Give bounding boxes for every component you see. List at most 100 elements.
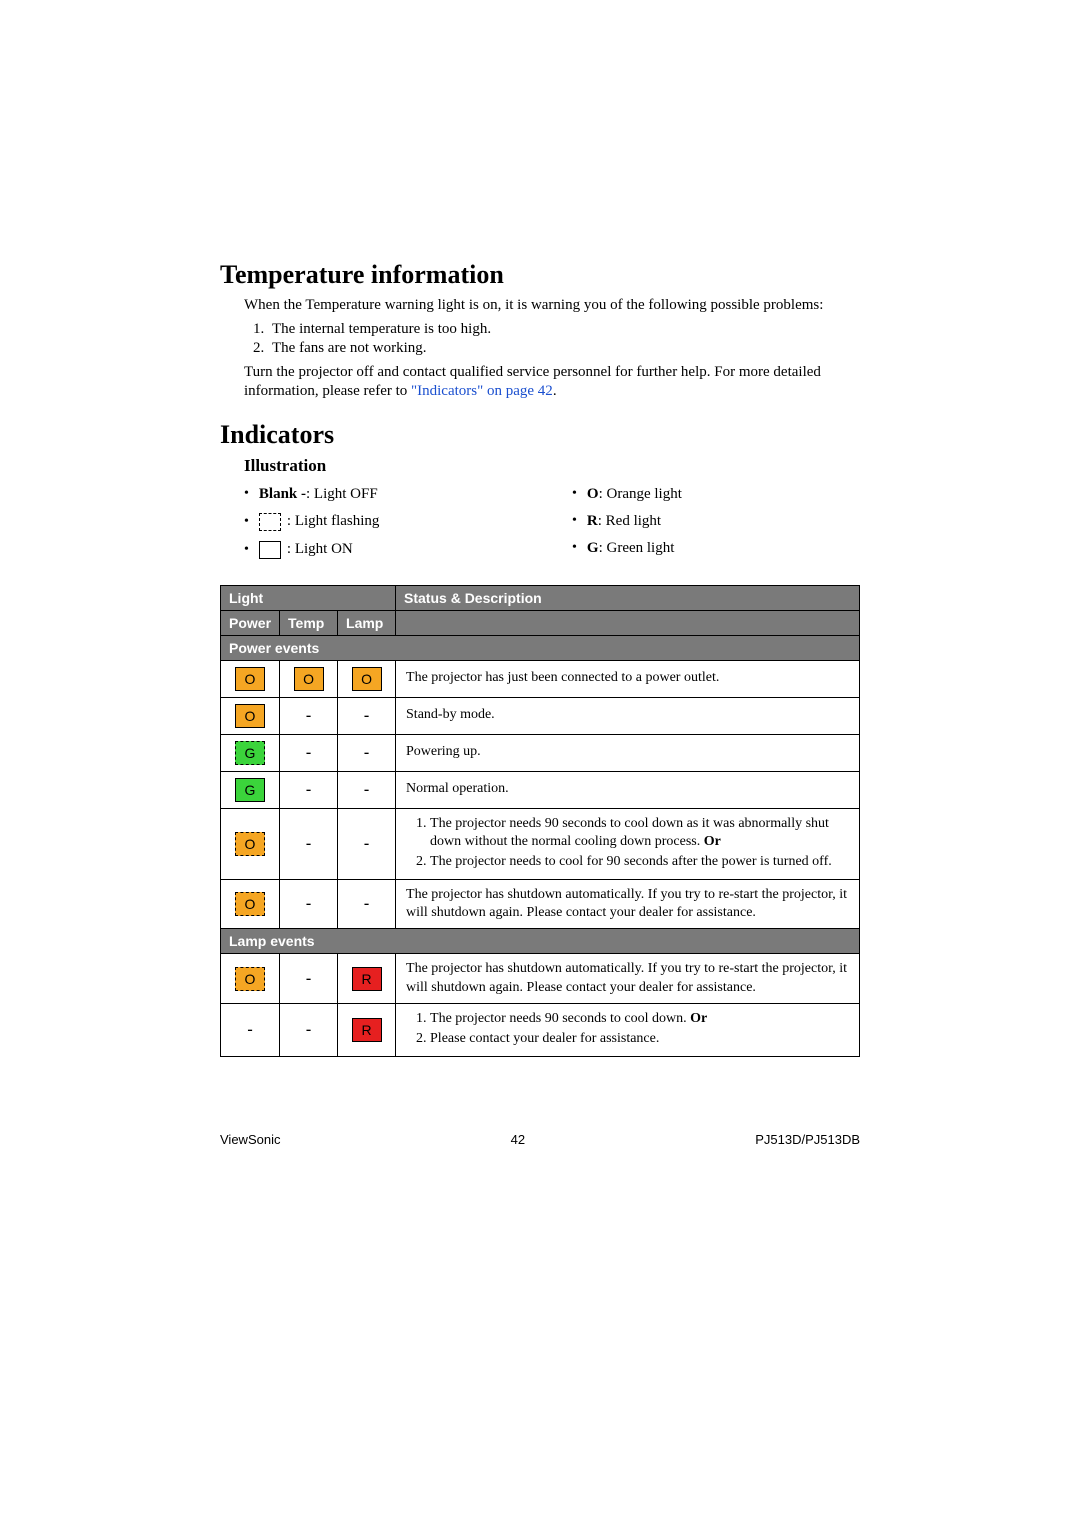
- temp-problem-list: The internal temperature is too high. Th…: [268, 320, 860, 359]
- cell-desc: The projector has shutdown automatically…: [396, 880, 860, 929]
- temp-after: Turn the projector off and contact quali…: [244, 363, 860, 402]
- indicators-link[interactable]: "Indicators" on page 42: [411, 383, 553, 399]
- cell-lamp: O: [338, 660, 396, 697]
- desc-text: Normal operation.: [406, 781, 509, 796]
- heading-indicators: Indicators: [220, 420, 860, 450]
- legend-blank: • Blank -: Light OFF: [244, 486, 532, 503]
- cell-desc: The projector has shutdown automatically…: [396, 954, 860, 1003]
- led-orange: O: [235, 704, 265, 728]
- dash-icon: -: [306, 970, 311, 987]
- list-item: The internal temperature is too high.: [268, 320, 860, 340]
- desc-text: Stand-by mode.: [406, 707, 495, 722]
- led-orange: O: [235, 967, 265, 991]
- table-row: O - R The projector has shutdown automatica…: [221, 954, 860, 1003]
- legend-red: • R: Red light: [572, 513, 860, 530]
- led-green: G: [235, 778, 265, 802]
- cell-power: G: [221, 734, 280, 771]
- table-row: - - R The projector needs 90 seconds to coo…: [221, 1003, 860, 1056]
- desc-text: The projector has shutdown automatically…: [406, 961, 847, 994]
- dash-icon: -: [306, 781, 311, 798]
- led-orange: O: [352, 667, 382, 691]
- legend-right-col: • O: Orange light • R: Red light • G: Gr…: [572, 486, 860, 569]
- list-item: The projector needs 90 seconds to cool d…: [430, 815, 849, 851]
- cell-lamp: R: [338, 1003, 396, 1056]
- led-green: G: [235, 741, 265, 765]
- cell-power: -: [221, 1003, 280, 1056]
- dash-icon: -: [306, 707, 311, 724]
- cell-lamp: -: [338, 880, 396, 929]
- cell-power: O: [221, 660, 280, 697]
- cell-lamp: -: [338, 697, 396, 734]
- th-lamp: Lamp: [338, 610, 396, 635]
- cell-desc: Stand-by mode.: [396, 697, 860, 734]
- table-row: O - - The projector needs 90 seconds to coo…: [221, 808, 860, 880]
- cell-temp: -: [280, 808, 338, 880]
- cell-lamp: -: [338, 771, 396, 808]
- cell-desc: Powering up.: [396, 734, 860, 771]
- cell-desc: The projector needs 90 seconds to cool d…: [396, 1003, 860, 1056]
- desc-text: The projector has shutdown automatically…: [406, 887, 847, 920]
- desc-list: The projector needs 90 seconds to cool d…: [430, 815, 849, 872]
- cell-lamp: -: [338, 808, 396, 880]
- dash-icon: -: [247, 1021, 252, 1038]
- section-power-events: Power events: [221, 635, 860, 660]
- heading-temperature: Temperature information: [220, 260, 860, 290]
- solid-box-icon: [259, 541, 281, 559]
- list-item: Please contact your dealer for assistanc…: [430, 1030, 849, 1048]
- cell-temp: -: [280, 734, 338, 771]
- th-power: Power: [221, 610, 280, 635]
- table-row: OOOThe projector has just been connected…: [221, 660, 860, 697]
- cell-desc: The projector has just been connected to…: [396, 660, 860, 697]
- legend-flashing: • : Light flashing: [244, 513, 532, 531]
- legend: • Blank -: Light OFF • : Light flashing …: [244, 486, 860, 569]
- illustration-heading: Illustration: [244, 456, 860, 476]
- footer-center: 42: [511, 1132, 525, 1147]
- temp-intro: When the Temperature warning light is on…: [244, 296, 860, 316]
- dash-icon: -: [364, 835, 369, 852]
- dash-icon: -: [364, 707, 369, 724]
- dash-icon: -: [364, 895, 369, 912]
- dash-icon: -: [364, 781, 369, 798]
- cell-temp: -: [280, 697, 338, 734]
- list-item: The projector needs to cool for 90 secon…: [430, 853, 849, 871]
- cell-temp: -: [280, 880, 338, 929]
- legend-orange: • O: Orange light: [572, 486, 860, 503]
- cell-temp: -: [280, 1003, 338, 1056]
- cell-lamp: R: [338, 954, 396, 1003]
- cell-temp: -: [280, 954, 338, 1003]
- cell-lamp: -: [338, 734, 396, 771]
- legend-on: • : Light ON: [244, 541, 532, 559]
- desc-text: The projector has just been connected to…: [406, 670, 719, 685]
- dash-icon: -: [306, 835, 311, 852]
- desc-text: Powering up.: [406, 744, 481, 759]
- indicators-table: Light Status & Description Power Temp La…: [220, 585, 860, 1058]
- th-status: Status & Description: [396, 585, 860, 610]
- section-lamp-events: Lamp events: [221, 929, 860, 954]
- led-orange: O: [235, 892, 265, 916]
- dash-icon: -: [306, 1021, 311, 1038]
- led-orange: O: [235, 832, 265, 856]
- led-orange: O: [294, 667, 324, 691]
- desc-list: The projector needs 90 seconds to cool d…: [430, 1010, 849, 1048]
- table-row: G - - Normal operation.: [221, 771, 860, 808]
- dash-icon: -: [306, 895, 311, 912]
- cell-power: O: [221, 954, 280, 1003]
- cell-temp: O: [280, 660, 338, 697]
- table-row: O - - Stand-by mode.: [221, 697, 860, 734]
- cell-temp: -: [280, 771, 338, 808]
- cell-power: O: [221, 808, 280, 880]
- dash-icon: -: [364, 744, 369, 761]
- table-row: O - - The projector has shutdown automatica…: [221, 880, 860, 929]
- dash-icon: -: [306, 744, 311, 761]
- led-red: R: [352, 967, 382, 991]
- dashed-box-icon: [259, 513, 281, 531]
- led-red: R: [352, 1018, 382, 1042]
- cell-power: O: [221, 880, 280, 929]
- footer-right: PJ513D/PJ513DB: [755, 1132, 860, 1147]
- cell-desc: The projector needs 90 seconds to cool d…: [396, 808, 860, 880]
- cell-desc: Normal operation.: [396, 771, 860, 808]
- table-row: G - - Powering up.: [221, 734, 860, 771]
- th-light: Light: [221, 585, 396, 610]
- legend-left-col: • Blank -: Light OFF • : Light flashing …: [244, 486, 532, 569]
- footer-left: ViewSonic: [220, 1132, 280, 1147]
